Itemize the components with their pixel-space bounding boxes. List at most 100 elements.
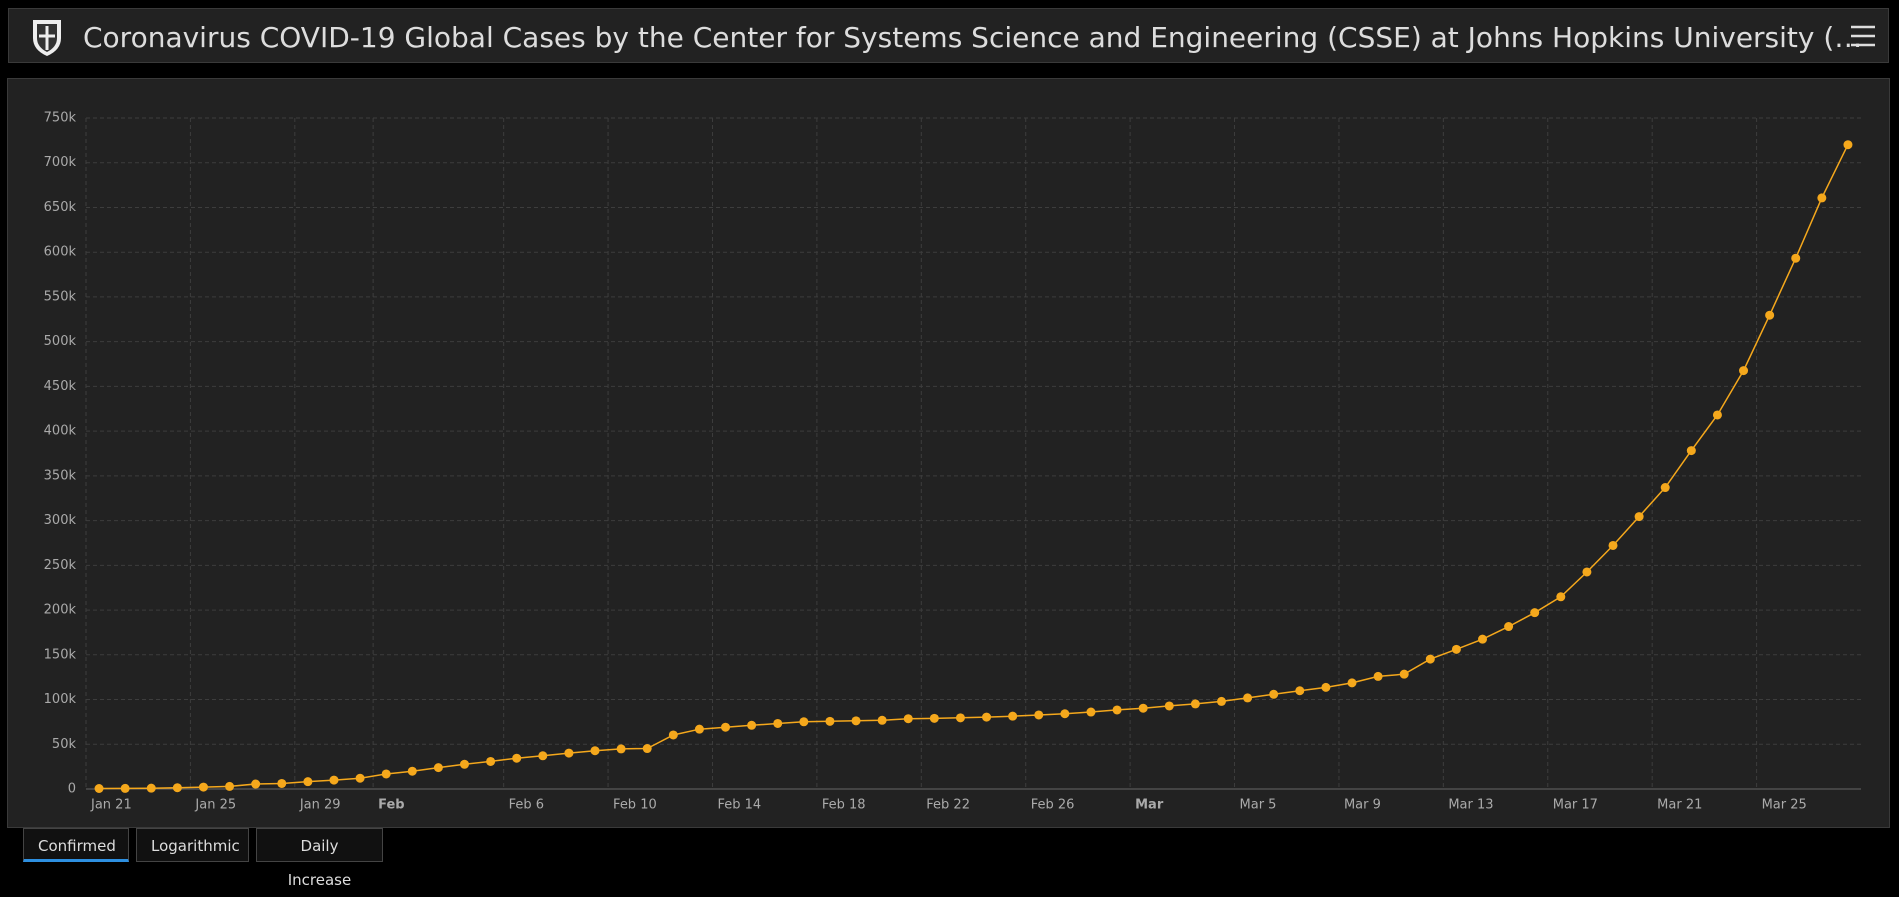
point [198,782,208,792]
point [407,766,417,776]
point [1556,592,1566,602]
x-tick-label: Mar 17 [1553,798,1598,813]
point [1008,711,1018,721]
point [1425,654,1435,664]
menu-button[interactable] [1848,23,1878,49]
x-tick-label: Mar 25 [1762,798,1807,813]
point [773,718,783,728]
point [1295,686,1305,696]
header: Coronavirus COVID-19 Global Cases by the… [8,8,1889,63]
point [799,717,809,727]
point [929,713,939,723]
point [486,756,496,766]
x-tick-label: Feb 26 [1031,798,1075,813]
y-tick-label: 150k [44,647,77,662]
point [1712,410,1722,420]
point [172,783,182,793]
point [590,746,600,756]
point [903,714,913,724]
point [1530,608,1540,618]
point [303,777,313,787]
x-tick-label: Jan 21 [90,798,132,813]
point [955,713,965,723]
y-tick-label: 350k [44,468,77,483]
line [99,144,1849,790]
point [146,783,156,793]
x-tick-label: Feb 18 [822,798,866,813]
point [1112,705,1122,715]
x-tick-label: Feb [378,798,404,813]
tab[interactable]: Logarithmic [136,828,249,862]
point [877,715,887,725]
point [642,744,652,754]
point [694,724,704,734]
y-tick-label: 100k [44,692,77,707]
point [747,720,757,730]
y-tick-label: 250k [44,558,77,573]
point [1451,644,1461,654]
point [1582,567,1592,577]
tab[interactable]: Confirmed [23,828,129,862]
point [1347,678,1357,688]
point [1478,634,1488,644]
point [825,716,835,726]
point [512,753,522,763]
logo [33,20,61,56]
x-tick-label: Mar 13 [1448,798,1493,813]
point [1034,710,1044,720]
y-tick-label: 500k [44,334,77,349]
x-tick-label: Feb 14 [717,798,761,813]
point [120,783,130,793]
point [1216,696,1226,706]
y-tick-label: 700k [44,155,77,170]
point [1765,310,1775,320]
y-tick-label: 550k [44,289,77,304]
point [1060,709,1070,719]
point [1243,693,1253,703]
title: Coronavirus COVID-19 Global Cases by the… [83,21,1863,54]
x-tick-label: Jan 25 [194,798,236,813]
point [721,722,731,732]
y-tick-label: 450k [44,379,77,394]
point [225,781,235,791]
x-tick-label: Feb 10 [613,798,657,813]
point [1373,671,1383,681]
y-tick-label: 750k [44,111,77,126]
y-tick-label: 400k [44,424,77,439]
point [277,778,287,788]
point [355,773,365,783]
point [1843,140,1853,150]
point [433,763,443,773]
point [1791,253,1801,263]
point [1660,483,1670,493]
point [668,730,678,740]
chart: 0 50k 100k 150k 200k 250k 300k 350k 400k 450k 500k… [44,111,1861,813]
y-tick-label: 600k [44,245,77,260]
point [616,744,626,754]
x-tick-label: Feb 6 [509,798,544,813]
x-tick-label: Mar 9 [1344,798,1381,813]
point [1817,193,1827,203]
x-tick-label: Feb 22 [926,798,970,813]
point [1686,446,1696,456]
y-tick-label: 650k [44,200,77,215]
point [538,751,548,761]
y-tick-label: 200k [44,603,77,618]
point [1138,703,1148,713]
y-tick-label: 0 [68,782,76,797]
point [1164,701,1174,711]
x-tick-label: Jan 29 [299,798,341,813]
point [1269,689,1279,699]
point [459,759,469,769]
x-tick-label: Mar [1135,798,1164,813]
point [251,779,261,789]
point [1504,622,1514,632]
point [1608,540,1618,550]
tab[interactable]: Daily Increase [256,828,383,889]
point [564,748,574,758]
point [329,775,339,785]
chart-panel: 0 50k 100k 150k 200k 250k 300k 350k 400k 450k 500k… [7,78,1890,828]
point [851,716,861,726]
point [1739,366,1749,376]
point [1086,707,1096,717]
